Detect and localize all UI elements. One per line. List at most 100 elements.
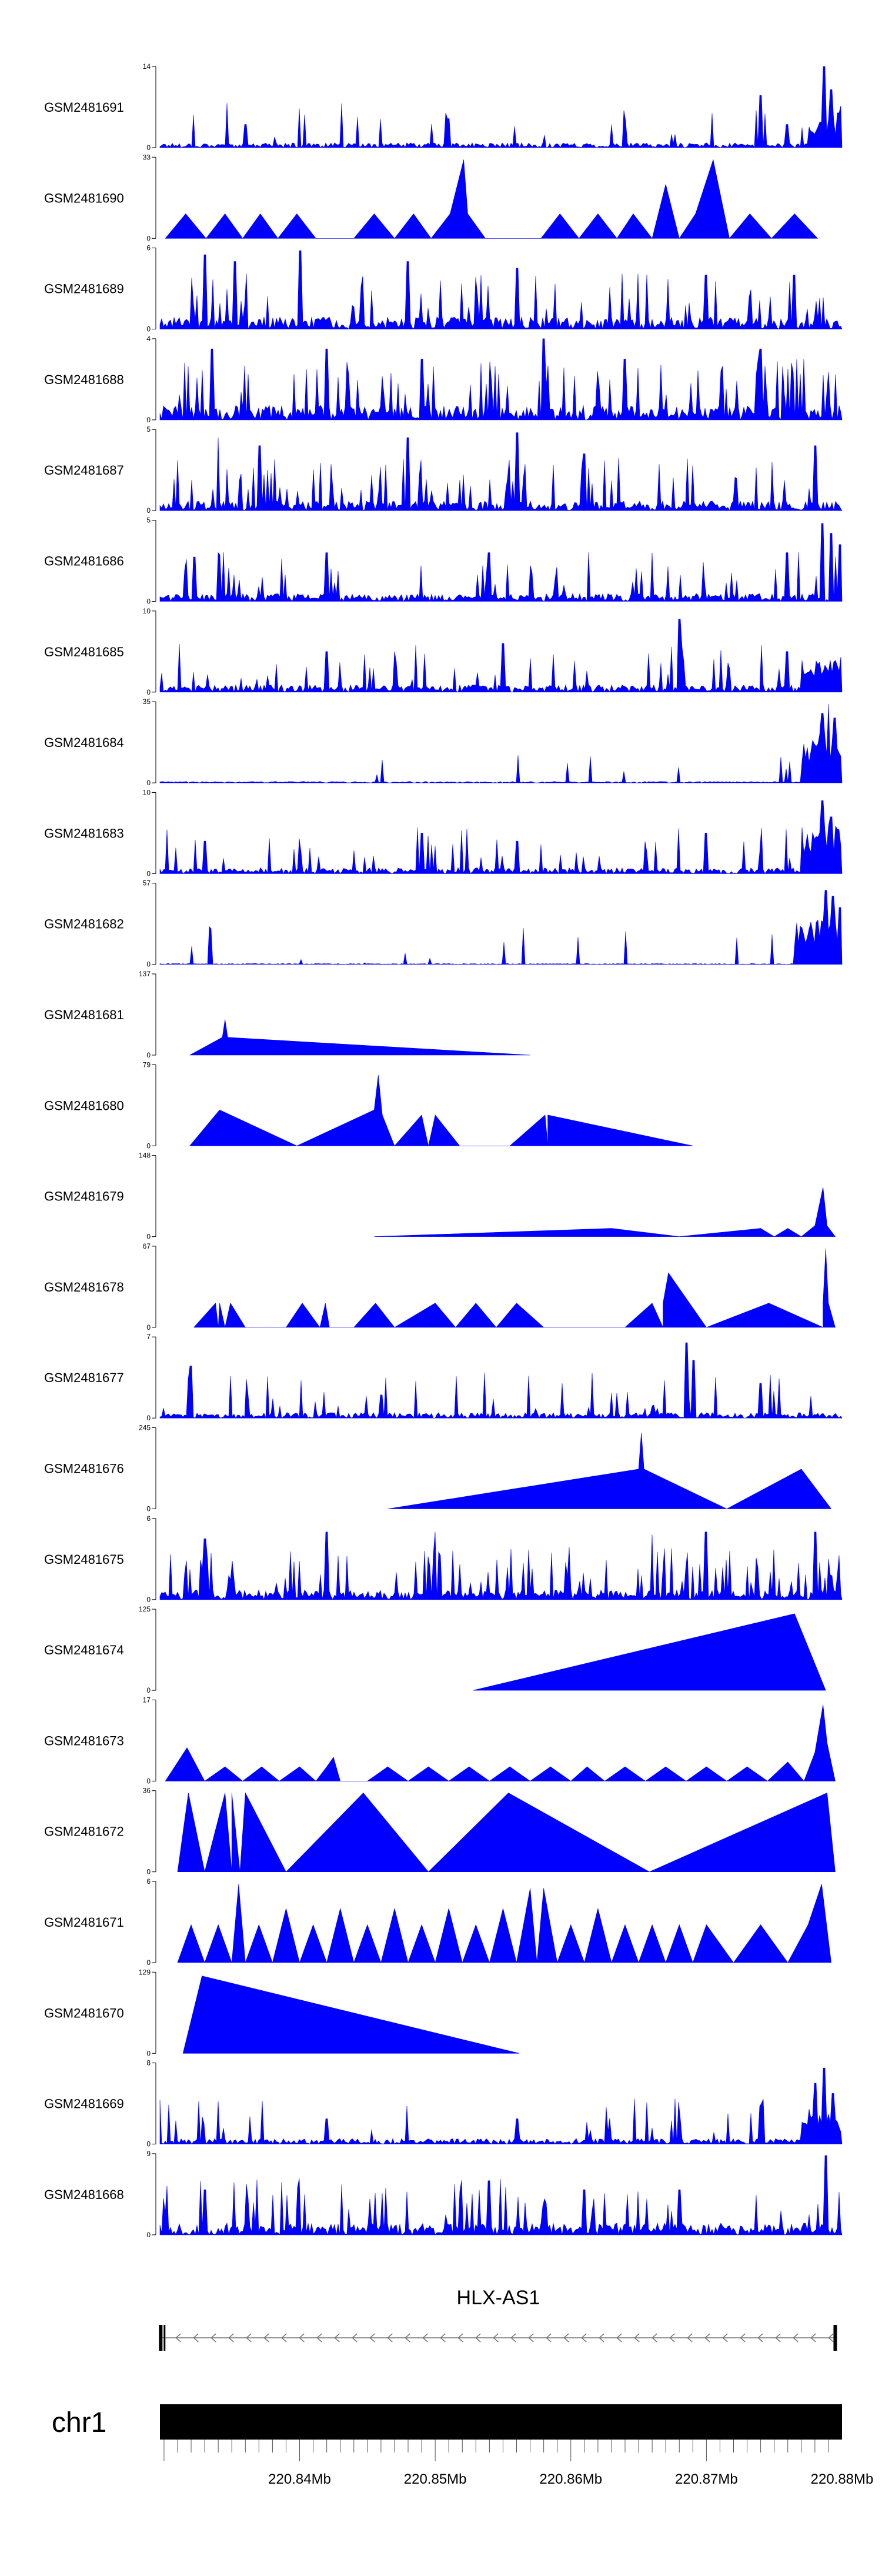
coverage-area xyxy=(374,1187,836,1237)
track-label: GSM2481672 xyxy=(44,1824,124,1839)
track: GSM2481685 10 0 xyxy=(44,607,843,696)
track: GSM2481676 245 0 xyxy=(44,1424,832,1513)
y-min-label: 0 xyxy=(146,960,151,969)
strand-arrow xyxy=(740,2333,746,2343)
coverage-area xyxy=(159,338,843,421)
y-max-label: 6 xyxy=(146,244,151,252)
y-min-label: 0 xyxy=(146,234,151,242)
y-min-label: 0 xyxy=(146,1142,151,1150)
gene-exon xyxy=(163,2325,166,2351)
y-max-label: 67 xyxy=(143,1242,151,1250)
y-max-label: 9 xyxy=(146,2150,151,2158)
y-min-label: 0 xyxy=(146,1958,151,1967)
track-label: GSM2481677 xyxy=(44,1370,124,1385)
coverage-area xyxy=(189,1075,693,1146)
track-label: GSM2481668 xyxy=(44,2187,124,2202)
y-max-label: 129 xyxy=(139,1968,151,1976)
strand-arrow xyxy=(528,2333,534,2343)
strand-arrow xyxy=(793,2333,799,2343)
axis-tick-label: 220.87Mb xyxy=(675,2471,738,2487)
track-label: GSM2481683 xyxy=(44,826,124,840)
y-max-label: 245 xyxy=(139,1424,151,1432)
strand-arrow xyxy=(299,2333,305,2343)
y-min-label: 0 xyxy=(146,1596,151,1604)
track-label: GSM2481670 xyxy=(44,2006,124,2020)
y-min-label: 0 xyxy=(146,1051,151,1059)
axis-tick-label: 220.84Mb xyxy=(268,2471,331,2487)
y-min-label: 0 xyxy=(146,2140,151,2148)
track-label: GSM2481675 xyxy=(44,1552,124,1567)
track-label: GSM2481685 xyxy=(44,645,124,659)
strand-arrow xyxy=(757,2333,763,2343)
axis-tick-label: 220.86Mb xyxy=(539,2471,602,2487)
track: GSM2481682 57 0 xyxy=(44,879,843,969)
track: GSM2481674 125 0 xyxy=(44,1605,826,1694)
track: GSM2481673 17 0 xyxy=(44,1696,836,1785)
y-min-label: 0 xyxy=(146,1868,151,1876)
coverage-area xyxy=(159,66,843,148)
y-min-label: 0 xyxy=(146,688,151,696)
track-label: GSM2481673 xyxy=(44,1733,124,1748)
coverage-area xyxy=(189,1019,530,1056)
strand-arrow xyxy=(334,2333,340,2343)
y-max-label: 10 xyxy=(143,607,151,615)
track: GSM2481675 6 0 xyxy=(44,1514,843,1604)
coverage-tracks: GSM2481691140GSM2481690330GSM248168960GS… xyxy=(44,62,843,2239)
track: GSM2481680 79 0 xyxy=(44,1060,693,1150)
y-max-label: 137 xyxy=(139,970,151,978)
y-max-label: 33 xyxy=(143,153,151,161)
track-label: GSM2481689 xyxy=(44,282,124,296)
y-min-label: 0 xyxy=(146,144,151,152)
track-label: GSM2481679 xyxy=(44,1189,124,1204)
coverage-area xyxy=(473,1613,826,1691)
gene-annotation: HLX-AS1 xyxy=(159,2287,837,2351)
track: GSM2481677 7 0 xyxy=(44,1333,843,1422)
coverage-area xyxy=(159,1342,843,1419)
strand-arrow xyxy=(281,2333,287,2343)
track: GSM2481671 6 0 xyxy=(44,1877,831,1967)
chromosome-axis: chr1 220.84Mb 220.85Mb 220.86Mb 220.87Mb 220… xyxy=(52,2404,873,2487)
y-max-label: 125 xyxy=(139,1605,151,1613)
track-label: GSM2481674 xyxy=(44,1643,124,1657)
y-min-label: 0 xyxy=(146,869,151,877)
y-min-label: 0 xyxy=(146,325,151,333)
coverage-area xyxy=(159,432,843,512)
strand-arrow xyxy=(687,2333,693,2343)
y-min-label: 0 xyxy=(146,2231,151,2239)
axis-tick-label: 220.88Mb xyxy=(811,2471,874,2487)
strand-arrow xyxy=(634,2333,640,2343)
track-label: GSM2481669 xyxy=(44,2097,124,2111)
y-max-label: 4 xyxy=(146,335,151,343)
strand-arrow xyxy=(581,2333,587,2343)
y-min-label: 0 xyxy=(146,2049,151,2057)
strand-arrow xyxy=(563,2333,569,2343)
track-label: GSM2481678 xyxy=(44,1280,124,1294)
y-max-label: 6 xyxy=(146,1514,151,1523)
strand-arrow xyxy=(316,2333,322,2343)
y-min-label: 0 xyxy=(146,779,151,787)
track: GSM2481689 6 0 xyxy=(44,244,843,333)
axis-tick-label: 220.85Mb xyxy=(404,2471,467,2487)
y-max-label: 10 xyxy=(143,788,151,796)
coverage-area xyxy=(159,703,843,783)
track: GSM2481678 67 0 xyxy=(44,1242,836,1332)
strand-arrow xyxy=(810,2333,816,2343)
y-min-label: 0 xyxy=(146,598,151,606)
track: GSM2481670 129 0 xyxy=(44,1968,520,2057)
track: GSM2481684 35 0 xyxy=(44,698,843,787)
y-max-label: 17 xyxy=(143,1696,151,1704)
track: GSM2481668 9 0 xyxy=(44,2150,843,2239)
y-max-label: 7 xyxy=(146,1333,151,1341)
y-max-label: 35 xyxy=(143,698,151,706)
y-min-label: 0 xyxy=(146,1505,151,1513)
y-max-label: 148 xyxy=(139,1152,151,1160)
strand-arrow xyxy=(652,2333,657,2343)
chromosome-label: chr1 xyxy=(52,2407,106,2438)
track-label: GSM2481681 xyxy=(44,1007,124,1022)
track-label: GSM2481687 xyxy=(44,463,124,478)
track-label: GSM2481688 xyxy=(44,372,124,387)
track: GSM2481683 10 0 xyxy=(44,788,843,877)
coverage-area xyxy=(159,2067,843,2145)
strand-arrow xyxy=(193,2333,199,2343)
